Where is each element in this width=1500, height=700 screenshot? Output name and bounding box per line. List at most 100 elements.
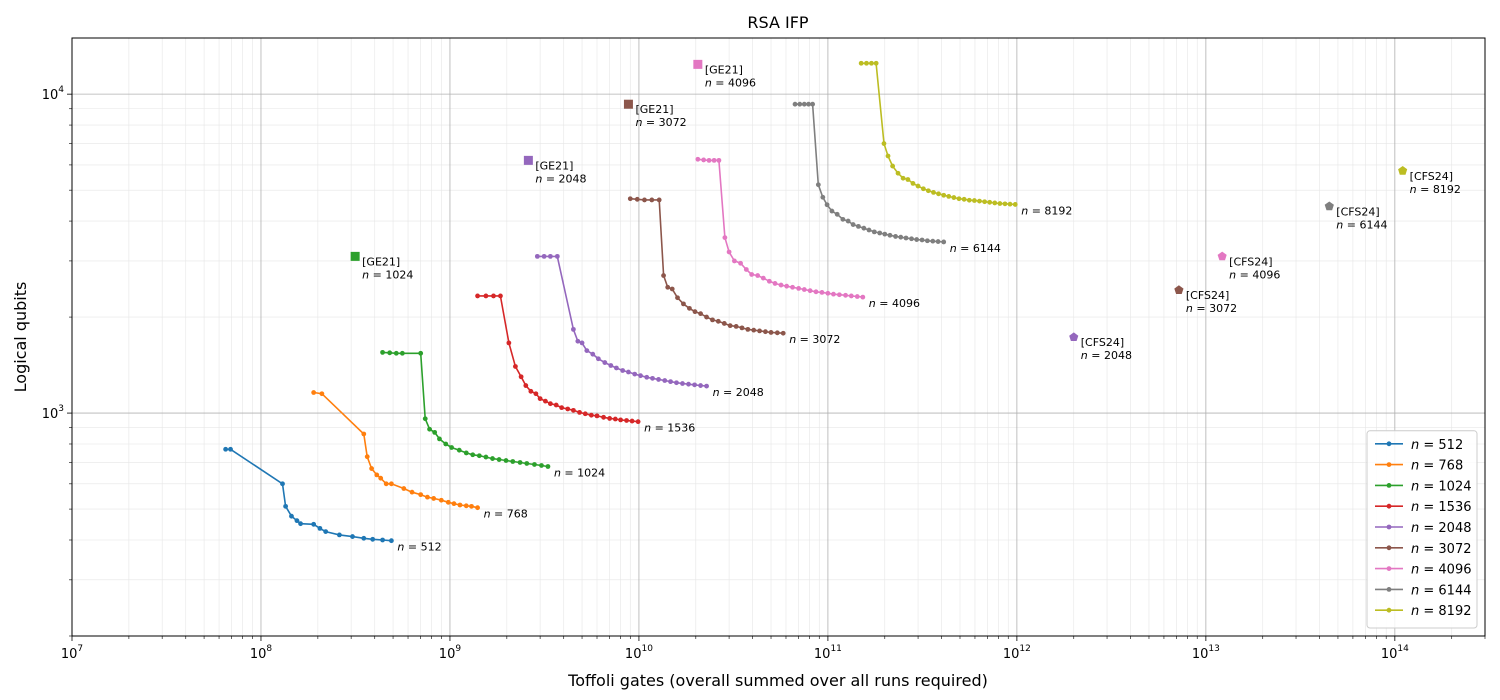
- series-point: [893, 234, 898, 239]
- reference-sublabel: n = 3072: [635, 116, 686, 129]
- series-point: [425, 494, 430, 500]
- series-layer: n = 512 n = 768 n = 1024 n = 1536 n = 2048 n …: [223, 60, 1072, 554]
- series-point: [733, 323, 739, 329]
- series-point: [887, 232, 893, 238]
- series-point: [422, 416, 428, 422]
- series-point: [517, 460, 523, 465]
- series-point: [545, 464, 551, 469]
- series-point: [755, 273, 761, 278]
- series-point: [796, 286, 802, 291]
- series-point: [289, 513, 294, 519]
- reference-label: [GE21]: [362, 255, 400, 268]
- series-point: [374, 472, 380, 478]
- series-point: [457, 502, 463, 508]
- reference-label: [GE21]: [535, 159, 573, 172]
- series-point: [661, 273, 666, 278]
- series-point: [843, 292, 848, 298]
- series-point: [483, 454, 489, 460]
- series-point: [692, 309, 698, 315]
- series-line: [477, 295, 639, 423]
- series-point: [715, 318, 721, 324]
- reference-sublabel: n = 3072: [1186, 302, 1237, 315]
- legend-box: [1366, 430, 1478, 629]
- series-point: [675, 295, 680, 301]
- legend-swatch-point: [1386, 524, 1392, 530]
- series-point: [1012, 202, 1018, 207]
- series-point: [380, 349, 385, 355]
- series-point: [361, 431, 367, 437]
- reference-sublabel: n = 6144: [1336, 218, 1387, 231]
- series-point: [919, 237, 925, 243]
- plot-frame: [71, 37, 1486, 637]
- series-end-label: n = 512: [397, 541, 441, 554]
- series-point: [228, 446, 233, 452]
- series-point: [763, 329, 768, 335]
- series-point: [873, 60, 879, 66]
- series-point: [946, 193, 952, 199]
- series-point: [681, 301, 686, 307]
- series-point: [370, 536, 376, 542]
- legend-swatch-point: [1386, 607, 1392, 613]
- series-line: [225, 448, 392, 542]
- series-point: [607, 416, 613, 421]
- series-point: [438, 497, 444, 503]
- series-point: [618, 417, 624, 423]
- series-point: [298, 521, 303, 527]
- x-axis-label: Toffoli gates (overall summed over all r…: [567, 671, 988, 690]
- series-point: [792, 101, 798, 107]
- x-tick-label: 108: [250, 644, 273, 662]
- series-point: [524, 461, 530, 466]
- y-tick-label: 104: [42, 85, 65, 103]
- series-point: [456, 447, 462, 453]
- series-point: [987, 199, 993, 205]
- series-point: [584, 348, 590, 354]
- series-point: [704, 383, 709, 389]
- series-point: [635, 419, 641, 425]
- series-point: [813, 289, 819, 295]
- series-point: [819, 290, 825, 295]
- series-point: [644, 374, 650, 380]
- series-line: [313, 391, 478, 509]
- series-point: [820, 194, 826, 200]
- series-point: [427, 426, 432, 432]
- series-point: [409, 489, 415, 495]
- series-point: [1007, 201, 1013, 207]
- series-point: [575, 338, 581, 344]
- series-point: [869, 60, 874, 66]
- series-point: [570, 407, 576, 413]
- reference-label: [GE21]: [635, 103, 673, 116]
- series-point: [393, 350, 399, 356]
- series-point: [698, 383, 703, 388]
- series-point: [790, 284, 795, 290]
- series-point: [706, 157, 712, 163]
- series-point: [722, 235, 728, 241]
- series-point: [399, 350, 405, 356]
- series-point: [547, 401, 553, 407]
- series-point: [432, 429, 438, 435]
- series-point: [909, 236, 914, 242]
- series-point: [751, 327, 757, 333]
- series-point: [854, 294, 860, 299]
- series-end-label: n = 3072: [789, 333, 840, 346]
- x-tick-label: 109: [439, 644, 462, 662]
- series-point: [692, 382, 697, 388]
- series-point: [451, 501, 457, 507]
- series-point: [716, 157, 722, 163]
- legend-swatch-point: [1386, 566, 1392, 571]
- series-point: [749, 272, 755, 277]
- legend-label: n = 1536: [1411, 500, 1472, 515]
- grid-major: [71, 38, 1485, 636]
- series-end-label: n = 8192: [1021, 204, 1072, 217]
- series-point: [972, 198, 977, 203]
- series-point: [914, 237, 920, 242]
- series-point: [483, 293, 489, 299]
- series-point: [554, 253, 560, 259]
- series-point: [695, 156, 701, 162]
- series-6: n = 3072: [627, 196, 840, 346]
- legend: n = 512 n = 768 n = 1024 n = 1536 n = 2048 n …: [1366, 430, 1478, 629]
- series-point: [669, 286, 675, 292]
- series-point: [674, 380, 679, 386]
- series-point: [698, 311, 703, 317]
- series-point: [861, 225, 867, 231]
- series-point: [721, 321, 727, 326]
